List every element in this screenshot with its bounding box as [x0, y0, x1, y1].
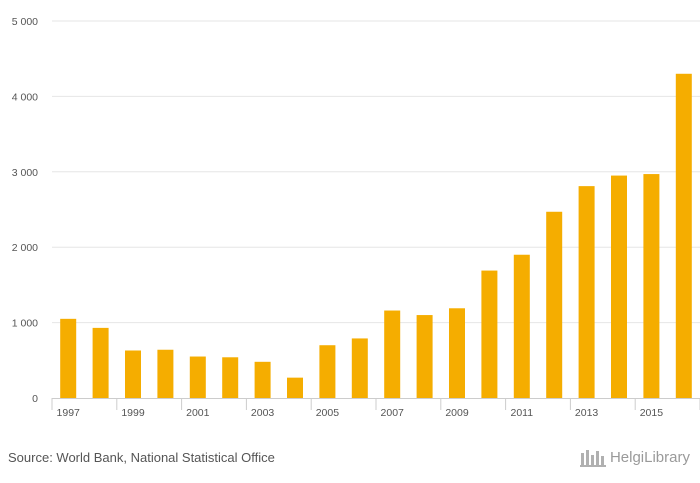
bar-2010 — [481, 270, 498, 398]
x-tick-label: 2009 — [445, 407, 469, 419]
bar-2009 — [449, 308, 465, 398]
x-tick-label: 2013 — [575, 407, 599, 419]
x-tick-label: 2001 — [186, 407, 210, 419]
bar-2004 — [287, 377, 303, 398]
y-tick-label: 5 000 — [12, 16, 38, 28]
bar-2006 — [351, 338, 368, 398]
bar-2013 — [578, 186, 595, 398]
bar-2015 — [643, 174, 660, 398]
bar-2003 — [254, 361, 271, 398]
bar-1997 — [60, 318, 77, 398]
bar-2007 — [384, 310, 401, 398]
bars — [60, 73, 692, 398]
x-tick-label: 2003 — [251, 407, 275, 419]
y-tick-label: 0 — [32, 393, 38, 405]
bar-2016 — [675, 73, 692, 398]
x-tick-label: 2005 — [316, 407, 340, 419]
bar-2005 — [319, 345, 336, 398]
x-tick-label: 1997 — [57, 407, 81, 419]
bar-chart: 0 1 000 2 000 3 000 4 000 5 000 1997 1999 2001 2… — [12, 16, 700, 419]
x-tick-label: 1999 — [121, 407, 145, 419]
y-tick-label: 1 000 — [12, 318, 38, 330]
x-axis: 1997 1999 2001 2003 2005 2007 2009 2011 2013 2015 — [51, 398, 700, 419]
y-tick-label: 2 000 — [12, 242, 38, 254]
gridlines — [52, 20, 700, 324]
bar-2001 — [189, 356, 206, 398]
bar-2000 — [157, 349, 174, 398]
brand-logo: HelgiLibrary — [579, 447, 690, 467]
bar-2011 — [513, 254, 530, 398]
source-note: Source: World Bank, National Statistical… — [8, 450, 275, 465]
library-icon — [579, 450, 606, 467]
y-axis-labels: 0 1 000 2 000 3 000 4 000 5 000 — [12, 16, 38, 405]
bar-2012 — [546, 211, 563, 398]
x-tick-label: 2007 — [381, 407, 405, 419]
bar-1998 — [92, 327, 109, 398]
bar-2014 — [611, 175, 627, 398]
bar-2002 — [222, 357, 239, 398]
brand-name: HelgiLibrary — [609, 448, 690, 466]
x-tick-label: 2015 — [640, 407, 664, 419]
bar-1999 — [125, 350, 141, 398]
x-tick-label: 2011 — [511, 407, 534, 419]
bar-2008 — [416, 315, 433, 398]
y-tick-label: 3 000 — [12, 167, 38, 179]
y-tick-label: 4 000 — [12, 91, 38, 103]
